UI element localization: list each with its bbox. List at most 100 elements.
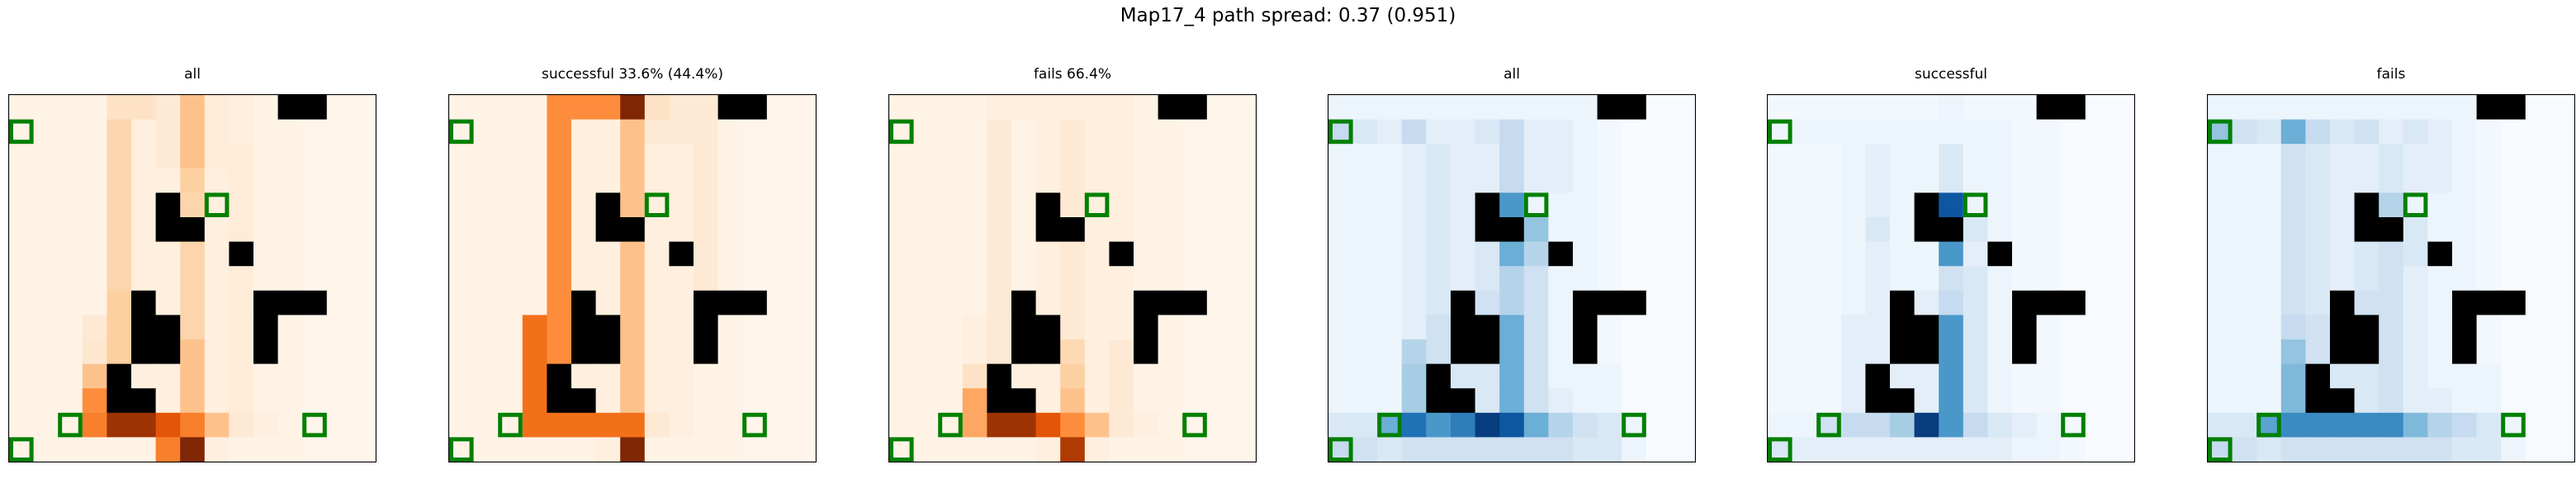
heat-cell	[2452, 388, 2478, 414]
heat-cell	[2452, 95, 2478, 121]
heat-cell	[1426, 119, 1451, 145]
heat-cell	[2354, 290, 2379, 315]
obstacle-cell	[2452, 339, 2478, 365]
obstacle-cell	[107, 388, 132, 414]
heat-cell	[1548, 192, 1574, 218]
heat-cell	[2525, 241, 2550, 267]
heat-cell	[938, 388, 964, 414]
heat-cell	[1573, 241, 1598, 267]
heat-cell	[498, 437, 523, 462]
heat-cell	[1401, 266, 1427, 292]
heat-cell	[2232, 217, 2257, 243]
heat-cell	[791, 388, 817, 414]
heat-cell	[204, 168, 230, 193]
heat-cell	[2476, 412, 2502, 438]
heat-cell	[449, 168, 475, 193]
heat-cell	[1670, 412, 1696, 438]
heat-cell	[1963, 290, 1988, 315]
goal-marker	[9, 119, 34, 145]
heat-cell	[669, 144, 694, 169]
heat-cell	[1109, 217, 1134, 243]
heat-cell	[1646, 388, 1671, 414]
heat-cell	[1646, 217, 1671, 243]
heat-cell	[595, 290, 621, 315]
heat-cell	[1622, 241, 1647, 267]
obstacle-cell	[694, 290, 719, 315]
heat-cell	[155, 363, 181, 389]
heat-cell	[1573, 217, 1598, 243]
heat-cell	[302, 241, 328, 267]
heat-cell	[498, 339, 523, 365]
goal-marker	[1377, 412, 1402, 438]
heat-cell	[33, 266, 59, 292]
goal-marker	[1182, 412, 1207, 438]
heat-cell	[938, 241, 964, 267]
heat-cell	[326, 339, 352, 365]
heat-cell	[987, 119, 1012, 145]
heat-cell	[1573, 388, 1598, 414]
heat-cell	[58, 192, 83, 218]
goal-marker	[2403, 192, 2428, 218]
heat-cell	[1206, 241, 1232, 267]
obstacle-cell	[1451, 339, 1476, 365]
heat-cell	[1035, 144, 1061, 169]
heat-cell	[473, 412, 499, 438]
heat-cell	[204, 412, 230, 438]
heat-cell	[1548, 412, 1574, 438]
heat-cell	[498, 95, 523, 121]
heat-cell	[1060, 266, 1086, 292]
heat-cell	[1646, 315, 1671, 340]
heat-cell	[2452, 266, 2478, 292]
heat-cell	[2550, 144, 2575, 169]
heat-cell	[107, 119, 132, 145]
obstacle-cell	[2330, 339, 2356, 365]
heat-cell	[155, 144, 181, 169]
heat-cell	[2403, 119, 2428, 145]
heat-cell	[1792, 363, 1817, 389]
heat-cell	[1670, 339, 1696, 365]
heat-cell	[1890, 412, 1915, 438]
heat-cell	[2427, 437, 2453, 462]
heat-cell	[2403, 412, 2428, 438]
heat-cell	[962, 315, 987, 340]
heat-cell	[1352, 315, 1378, 340]
heat-cell	[1206, 95, 1232, 121]
goal-marker	[889, 437, 914, 462]
obstacle-cell	[253, 290, 279, 315]
heat-cell	[1987, 144, 2013, 169]
obstacle-cell	[1158, 290, 1183, 315]
heat-cell	[2403, 363, 2428, 389]
heat-cell	[547, 315, 572, 340]
heat-cell	[791, 437, 817, 462]
obstacle-cell	[1011, 315, 1037, 340]
heat-cell	[1084, 388, 1110, 414]
heat-cell	[2427, 412, 2453, 438]
heat-cell	[644, 290, 670, 315]
heat-cell	[1182, 266, 1208, 292]
heat-cell	[620, 363, 646, 389]
heat-cell	[669, 315, 694, 340]
obstacle-cell	[1475, 217, 1500, 243]
obstacle-cell	[1182, 290, 1208, 315]
heat-cell	[2208, 388, 2233, 414]
heat-cell	[2232, 241, 2257, 267]
heat-cell	[1206, 315, 1232, 340]
heat-cell	[2330, 241, 2356, 267]
heat-cell	[1499, 95, 1525, 121]
heat-cell	[1914, 168, 1939, 193]
heat-cell	[351, 437, 376, 462]
heat-cell	[33, 119, 59, 145]
heat-cell	[498, 119, 523, 145]
heat-cell	[180, 266, 206, 292]
heat-cell	[1523, 119, 1549, 145]
heat-cell	[571, 192, 597, 218]
heat-cell	[571, 412, 597, 438]
heat-cell	[791, 168, 817, 193]
heat-cell	[204, 217, 230, 243]
heat-cell	[522, 437, 547, 462]
heat-cell	[1011, 192, 1037, 218]
heat-cell	[1060, 388, 1086, 414]
heat-cell	[913, 388, 939, 414]
heat-cell	[1548, 388, 1574, 414]
heat-cell	[449, 290, 475, 315]
